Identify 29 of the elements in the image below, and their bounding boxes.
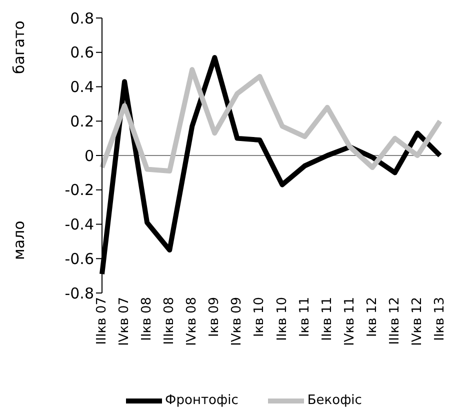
- y-tick-label: -0.4: [64, 216, 94, 234]
- x-tick-label: IVкв 07: [117, 297, 132, 346]
- x-tick-label: IIIкв 08: [162, 297, 178, 345]
- text: багато: [10, 20, 28, 74]
- y-tick-label: -0.6: [64, 250, 94, 268]
- x-tick-label: IIкв 08: [140, 297, 155, 341]
- x-tick-label: IVкв 08: [184, 297, 200, 346]
- x-tick-label: IVкв 11: [342, 297, 358, 346]
- y-tick-label: 0.6: [70, 44, 94, 62]
- x-tick-label: Iкв 12: [364, 297, 380, 338]
- x-tick-label: IIIкв 12: [387, 297, 402, 345]
- y-tick-label: 0.2: [70, 112, 94, 130]
- y-tick-label: 0.8: [70, 9, 94, 28]
- x-tick-label: Iкв 09: [207, 297, 222, 338]
- y-tick-label: -0.8: [64, 284, 94, 302]
- legend-label: Бекофіс: [307, 393, 362, 408]
- x-tick-label: Iкв 10: [252, 297, 268, 338]
- x-tick-label: IIIкв 07: [94, 297, 110, 345]
- text: мало: [10, 220, 28, 260]
- y-tick-label: -0.2: [64, 181, 94, 200]
- x-tick-label: IIкв 10: [274, 297, 290, 341]
- x-tick-label: Iкв 11: [297, 297, 312, 338]
- x-tick-label: IIкв 11: [320, 297, 335, 341]
- x-tick-label: IIкв 13: [432, 297, 448, 341]
- x-tick-label: IVкв 12: [410, 297, 425, 346]
- legend-label: Фронтофіс: [165, 393, 238, 408]
- y-tick-label: 0: [84, 146, 94, 165]
- y-tick-label: 0.4: [70, 78, 94, 96]
- x-tick-label: IVкв 09: [230, 297, 245, 346]
